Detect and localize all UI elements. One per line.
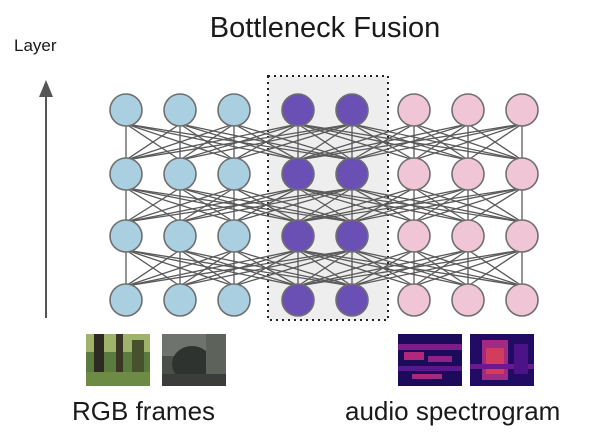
token-connection — [297, 249, 415, 287]
token-connection — [179, 123, 235, 161]
token-connection — [125, 123, 353, 161]
rgb-token — [163, 93, 197, 127]
token-connection — [351, 123, 523, 161]
token-connection — [467, 249, 523, 287]
audio-token — [505, 93, 539, 127]
rgb-token — [109, 283, 143, 317]
bottleneck-token — [281, 93, 315, 127]
token-connection — [125, 187, 181, 223]
token-connection — [467, 123, 523, 161]
rgb-frame-thumbnail-2 — [162, 334, 226, 386]
rgb-token — [217, 157, 251, 191]
audio-token — [451, 157, 485, 191]
audio-spectrogram-thumbnail-2 — [470, 334, 534, 386]
token-connection — [125, 187, 353, 223]
token-connection — [125, 187, 299, 223]
rgb-token — [217, 219, 251, 253]
token-connection — [179, 187, 235, 223]
token-connection — [297, 249, 469, 287]
bottleneck-token — [281, 219, 315, 253]
token-connection — [297, 249, 523, 287]
token-connection — [413, 187, 469, 223]
token-connection — [297, 249, 353, 287]
audio-token — [397, 157, 431, 191]
rgb-token — [217, 93, 251, 127]
bottleneck-token — [335, 219, 369, 253]
audio-token — [505, 219, 539, 253]
token-connection — [297, 123, 469, 161]
token-connection — [125, 249, 235, 287]
token-connection — [125, 123, 299, 161]
audio-token — [397, 219, 431, 253]
rgb-token — [109, 219, 143, 253]
rgb-frames-caption: RGB frames — [72, 396, 216, 426]
bottleneck-token — [335, 157, 369, 191]
rgb-token — [109, 93, 143, 127]
audio-token — [505, 157, 539, 191]
nodes-layer — [109, 93, 539, 317]
token-connection — [297, 187, 353, 223]
y-axis-label: Layer — [14, 36, 57, 55]
bottleneck-token — [335, 93, 369, 127]
token-connection — [413, 123, 469, 161]
audio-token — [451, 219, 485, 253]
rgb-token — [163, 219, 197, 253]
token-connection — [179, 249, 235, 287]
bottleneck-token — [281, 283, 315, 317]
token-connection — [297, 187, 469, 223]
token-connection — [179, 187, 353, 223]
token-connection — [413, 123, 523, 161]
token-connection — [125, 249, 353, 287]
layer-arrow-head — [39, 80, 53, 97]
token-connection — [297, 123, 523, 161]
token-connection — [233, 123, 353, 161]
rgb-token — [163, 283, 197, 317]
token-connection — [125, 123, 181, 161]
rgb-frame-thumbnail-1 — [86, 334, 150, 386]
token-connection — [351, 249, 523, 287]
bottleneck-token — [335, 283, 369, 317]
token-connection — [467, 187, 523, 223]
token-connection — [125, 249, 299, 287]
audio-token — [397, 283, 431, 317]
audio-token — [505, 283, 539, 317]
token-connection — [125, 123, 235, 161]
token-connection — [413, 187, 523, 223]
rgb-token — [217, 283, 251, 317]
token-connection — [233, 249, 353, 287]
audio-token — [451, 283, 485, 317]
token-connection — [351, 187, 523, 223]
rgb-token — [109, 157, 143, 191]
audio-spectrogram-caption: audio spectrogram — [345, 396, 561, 426]
rgb-token — [163, 157, 197, 191]
token-connection — [297, 187, 523, 223]
audio-token — [451, 93, 485, 127]
bottleneck-token — [281, 157, 315, 191]
token-connection — [125, 187, 235, 223]
token-connection — [413, 249, 469, 287]
token-connection — [179, 123, 353, 161]
audio-token — [397, 93, 431, 127]
token-connection — [125, 249, 181, 287]
token-connection — [297, 123, 415, 161]
token-connection — [297, 123, 353, 161]
diagram-title: Bottleneck Fusion — [209, 12, 441, 44]
audio-spectrogram-thumbnail-1 — [398, 334, 462, 386]
edges-layer — [125, 123, 523, 287]
token-connection — [413, 249, 523, 287]
token-connection — [297, 187, 415, 223]
token-connection — [233, 187, 353, 223]
token-connection — [179, 249, 353, 287]
